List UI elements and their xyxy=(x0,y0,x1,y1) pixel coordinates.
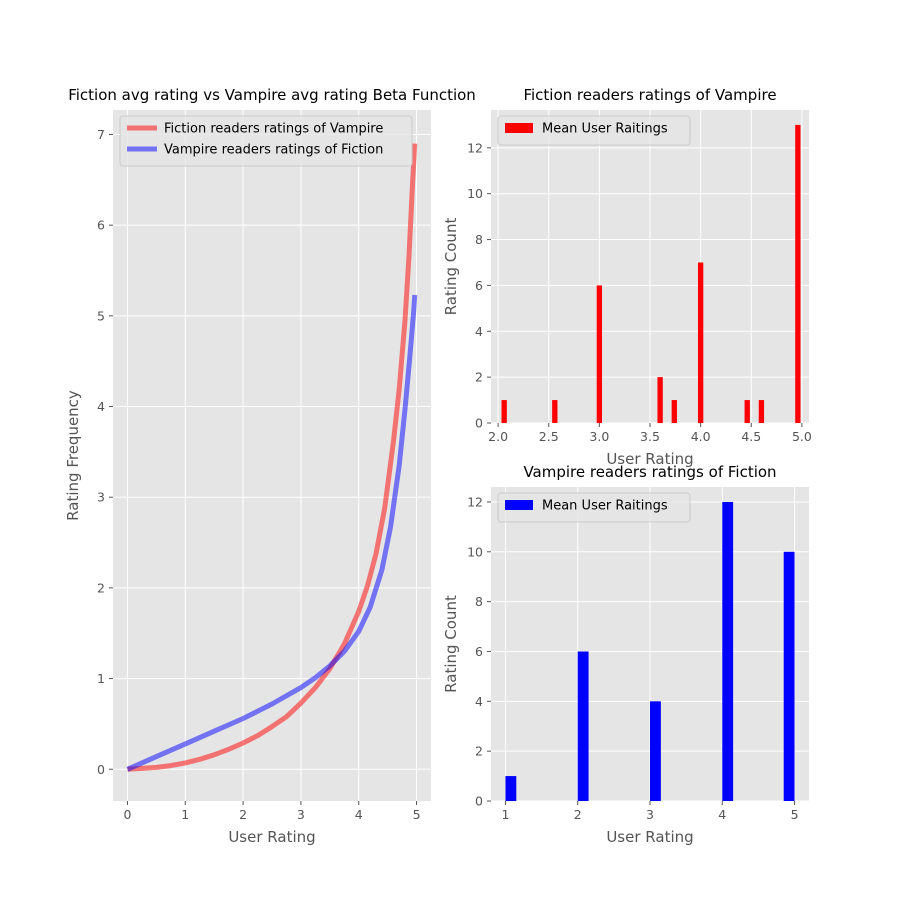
x-tick-label: 3 xyxy=(646,807,654,822)
y-tick-label: 6 xyxy=(475,644,483,659)
bar xyxy=(758,400,765,423)
y-tick-label: 0 xyxy=(475,416,483,431)
y-tick-label: 1 xyxy=(97,671,105,686)
x-tick-label: 4.5 xyxy=(741,429,761,444)
y-tick-label: 10 xyxy=(467,544,483,559)
legend: Fiction readers ratings of Vampire Vampir… xyxy=(119,115,413,167)
legend: Mean User Raitings xyxy=(497,115,691,146)
y-tick-label: 6 xyxy=(97,218,105,233)
chart-left: 0 1 2 3 4 5 0 1 2 3 4 5 6 7 Fiction avg rating vs Vamp… xyxy=(64,86,476,846)
series-line-0 xyxy=(127,143,418,772)
bar xyxy=(744,400,750,423)
chart-title: Fiction avg rating vs Vampire avg rating… xyxy=(68,86,476,104)
x-tick-label: 3.5 xyxy=(640,429,660,444)
legend-label: Vampire readers ratings of Fiction xyxy=(164,143,383,158)
bar xyxy=(795,124,801,423)
y-tick-label: 2 xyxy=(475,744,483,759)
chart-title: Vampire readers ratings of Fiction xyxy=(523,463,776,481)
y-axis-label: Rating Count xyxy=(442,595,460,693)
x-tick-label: 5 xyxy=(791,807,799,822)
bar xyxy=(577,651,589,801)
data-marks xyxy=(126,143,418,772)
x-tick-label: 0 xyxy=(123,807,131,822)
x-tick-label: 2.5 xyxy=(539,429,559,444)
bar xyxy=(783,551,795,801)
x-tick-label: 3.0 xyxy=(589,429,609,444)
legend-label: Mean User Raitings xyxy=(542,122,668,137)
y-tick-label: 8 xyxy=(475,232,483,247)
bar xyxy=(596,285,603,423)
bar xyxy=(657,377,663,423)
legend-box xyxy=(119,115,413,167)
legend: Mean User Raitings xyxy=(497,492,691,523)
legend-swatch xyxy=(505,123,533,133)
x-tick-label: 1 xyxy=(501,807,509,822)
y-tick-label: 4 xyxy=(97,399,105,414)
y-tick-label: 7 xyxy=(97,127,105,142)
y-tick-label: 2 xyxy=(475,370,483,385)
x-tick-label: 4 xyxy=(355,807,363,822)
y-tick-label: 4 xyxy=(475,324,483,339)
bar xyxy=(501,400,507,423)
x-tick-label: 5.0 xyxy=(792,429,812,444)
x-axis-label: User Rating xyxy=(606,450,693,468)
y-tick-label: 4 xyxy=(475,694,483,709)
x-axis-label: User Rating xyxy=(606,828,693,846)
plot-area xyxy=(113,110,431,801)
x-tick-label: 3 xyxy=(297,807,305,822)
bar xyxy=(552,400,558,423)
bar xyxy=(505,776,517,801)
legend-box xyxy=(497,492,691,523)
y-tick-label: 8 xyxy=(475,594,483,609)
legend-label: Mean User Raitings xyxy=(542,499,668,514)
x-tick-label: 4.0 xyxy=(691,429,711,444)
y-tick-label: 6 xyxy=(475,278,483,293)
y-tick-label: 12 xyxy=(467,494,483,509)
bar xyxy=(671,400,677,423)
bar xyxy=(650,701,661,801)
legend-label: Fiction readers ratings of Vampire xyxy=(164,122,383,137)
bar xyxy=(697,262,704,423)
chart-top-right: 2.0 2.5 3.0 3.5 4.0 4.5 5.0 0 2 4 6 8 10 12 Fiction re… xyxy=(442,86,812,468)
data-marks xyxy=(505,501,795,801)
chart-title: Fiction readers ratings of Vampire xyxy=(523,86,776,104)
y-tick-label: 5 xyxy=(97,308,105,323)
x-tick-label: 2.0 xyxy=(488,429,508,444)
legend-box xyxy=(497,115,691,146)
x-axis-label: User Rating xyxy=(228,828,315,846)
y-tick-label: 10 xyxy=(467,186,483,201)
legend-swatch xyxy=(505,500,533,510)
y-tick-label: 0 xyxy=(97,762,105,777)
y-tick-label: 0 xyxy=(475,794,483,809)
y-axis-label: Rating Count xyxy=(442,218,460,316)
x-tick-label: 5 xyxy=(413,807,421,822)
x-tick-label: 1 xyxy=(181,807,189,822)
y-tick-label: 12 xyxy=(467,140,483,155)
x-tick-label: 2 xyxy=(574,807,582,822)
x-tick-label: 2 xyxy=(239,807,247,822)
bar xyxy=(722,501,734,801)
data-marks xyxy=(501,124,801,423)
x-tick-label: 4 xyxy=(718,807,726,822)
y-axis-label: Rating Frequency xyxy=(64,390,82,521)
series-line-1 xyxy=(126,294,418,772)
y-tick-label: 2 xyxy=(97,580,105,595)
y-tick-label: 3 xyxy=(97,490,105,505)
